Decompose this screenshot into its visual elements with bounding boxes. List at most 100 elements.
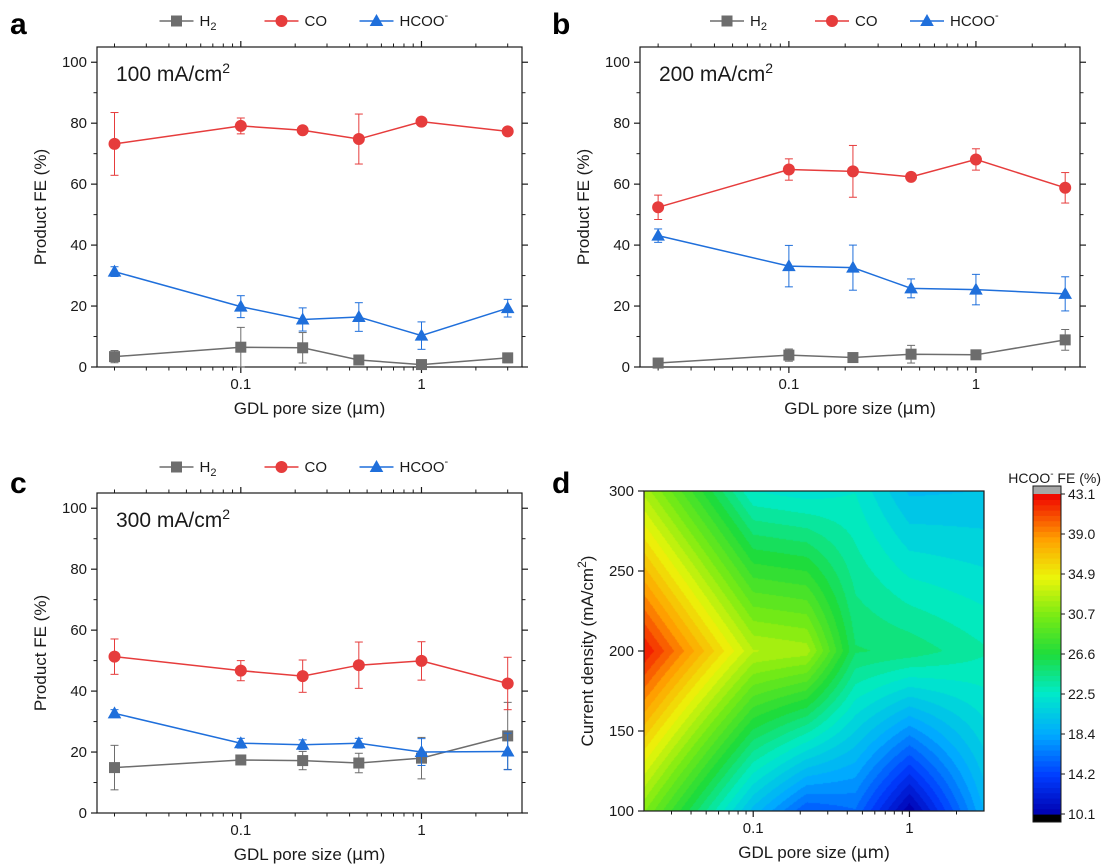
y-tick-label: 80 xyxy=(70,561,87,578)
text-span: 0.1 xyxy=(230,376,251,393)
marker-triangle xyxy=(352,736,366,749)
series-line xyxy=(114,712,508,753)
colorbar-band xyxy=(1033,739,1061,746)
y-tick-label: 100 xyxy=(609,803,634,820)
text-span: 2 xyxy=(575,561,589,568)
legend-label: CO xyxy=(305,13,328,30)
text-span: 39.0 xyxy=(1068,526,1095,542)
x-tick-label: 0.1 xyxy=(778,376,799,393)
colorbar-band xyxy=(1033,803,1061,810)
plot-frame xyxy=(96,46,523,368)
marker-triangle xyxy=(295,737,310,750)
text-span: 2 xyxy=(210,21,216,33)
text-span: 2 xyxy=(222,60,230,76)
text-span: Product FE (%) xyxy=(31,149,50,265)
y-tick-label: 100 xyxy=(62,500,87,517)
colorbar-band xyxy=(1033,531,1061,538)
marker-circle xyxy=(296,670,309,683)
marker-square xyxy=(415,359,427,371)
colorbar-band xyxy=(1033,504,1061,511)
text-span: 22.5 xyxy=(1068,686,1095,702)
colorbar-band xyxy=(1033,702,1061,708)
series-line xyxy=(658,339,1066,364)
panel-letter: b xyxy=(552,8,570,41)
legend: H2 CO HCOO- xyxy=(159,456,449,479)
marker-square xyxy=(235,341,247,353)
colorbar: 43.1 39.0 34.9 30.7 26.6 22.5 18.4 14.2 10.1 HCOO… xyxy=(1008,469,1101,823)
text-span: 100 xyxy=(62,54,87,71)
colorbar-band xyxy=(1033,579,1061,586)
y-tick-label: 250 xyxy=(609,563,634,580)
marker-square xyxy=(171,461,182,473)
marker-circle xyxy=(826,15,838,27)
colorbar-band xyxy=(1033,723,1061,730)
text-span: FE (%) xyxy=(1054,470,1101,486)
colorbar-band xyxy=(1033,750,1061,756)
colorbar-band xyxy=(1033,510,1061,516)
marker-triangle xyxy=(651,228,665,241)
text-span: 200 xyxy=(609,643,634,660)
y-tick-label: 40 xyxy=(613,237,630,254)
text-span: 34.9 xyxy=(1068,566,1095,582)
panel-letter: a xyxy=(10,8,27,41)
marker-triangle xyxy=(295,312,310,325)
text-span: 250 xyxy=(609,563,634,580)
marker-triangle xyxy=(369,14,384,26)
marker-square xyxy=(171,15,182,27)
series-line xyxy=(657,234,1066,295)
colorbar-band xyxy=(1033,568,1061,575)
text-span: 1 xyxy=(417,376,425,393)
y-tick-label: 60 xyxy=(70,176,87,193)
text-span: ) xyxy=(884,843,890,862)
y-axis-title: Product FE (%) xyxy=(574,149,593,265)
y-tick-label: 0 xyxy=(79,805,87,822)
series-co xyxy=(108,112,514,176)
panel-c: c 0 20 40 60 80 100 0.1 1 GDL pore size (µm) Produ… xyxy=(10,456,528,865)
text-span: GDL pore size ( xyxy=(738,843,857,862)
panel-b: b 0 20 40 60 80 100 0.1 1 GDL pore size (µm) Produ… xyxy=(552,8,1086,419)
marker-triangle xyxy=(846,260,860,273)
text-span: 80 xyxy=(70,561,87,578)
x-tick-label: 1 xyxy=(905,820,913,837)
marker-circle xyxy=(108,137,121,150)
colorbar-tick-label: 34.9 xyxy=(1068,566,1095,582)
colorbar-tick-label: 30.7 xyxy=(1068,606,1095,622)
y-tick-label: 100 xyxy=(62,54,87,71)
text-span: - xyxy=(445,456,449,468)
text-span: 1 xyxy=(905,820,913,837)
current-density-label: 200 mA/cm2 xyxy=(659,60,773,86)
series-co xyxy=(652,144,1072,220)
legend: H2 CO HCOO- xyxy=(710,10,999,33)
colorbar-title: HCOO- FE (%) xyxy=(1008,469,1101,486)
marker-triangle xyxy=(352,310,366,323)
x-tick-label: 1 xyxy=(417,376,425,393)
colorbar-tick-label: 22.5 xyxy=(1068,686,1095,702)
legend-label: H2 xyxy=(200,459,217,479)
series-h xyxy=(109,326,514,371)
marker-square xyxy=(847,352,859,364)
marker-circle xyxy=(969,153,982,166)
colorbar-band xyxy=(1033,675,1061,682)
marker-triangle xyxy=(782,259,796,272)
marker-triangle xyxy=(107,264,122,277)
colorbar-band xyxy=(1033,558,1061,564)
text-span: 1 xyxy=(972,376,980,393)
y-tick-label: 80 xyxy=(70,115,87,132)
legend-label: HCOO- xyxy=(400,10,449,30)
legend-label: HCOO- xyxy=(950,10,999,30)
colorbar-band xyxy=(1033,782,1061,788)
text-span: 2 xyxy=(222,506,230,522)
y-tick-label: 100 xyxy=(605,54,630,71)
text-span: b xyxy=(552,8,570,41)
colorbar-band xyxy=(1033,686,1061,692)
text-span: µm xyxy=(857,843,884,863)
y-axis-title: Product FE (%) xyxy=(31,595,50,711)
text-span: 200 mA/cm xyxy=(659,63,765,86)
colorbar-band xyxy=(1033,808,1061,815)
marker-square xyxy=(905,348,917,360)
y-axis-title: Current density (mA/cm2) xyxy=(575,556,597,747)
text-span: 0.1 xyxy=(230,822,251,839)
marker-triangle xyxy=(904,281,918,294)
